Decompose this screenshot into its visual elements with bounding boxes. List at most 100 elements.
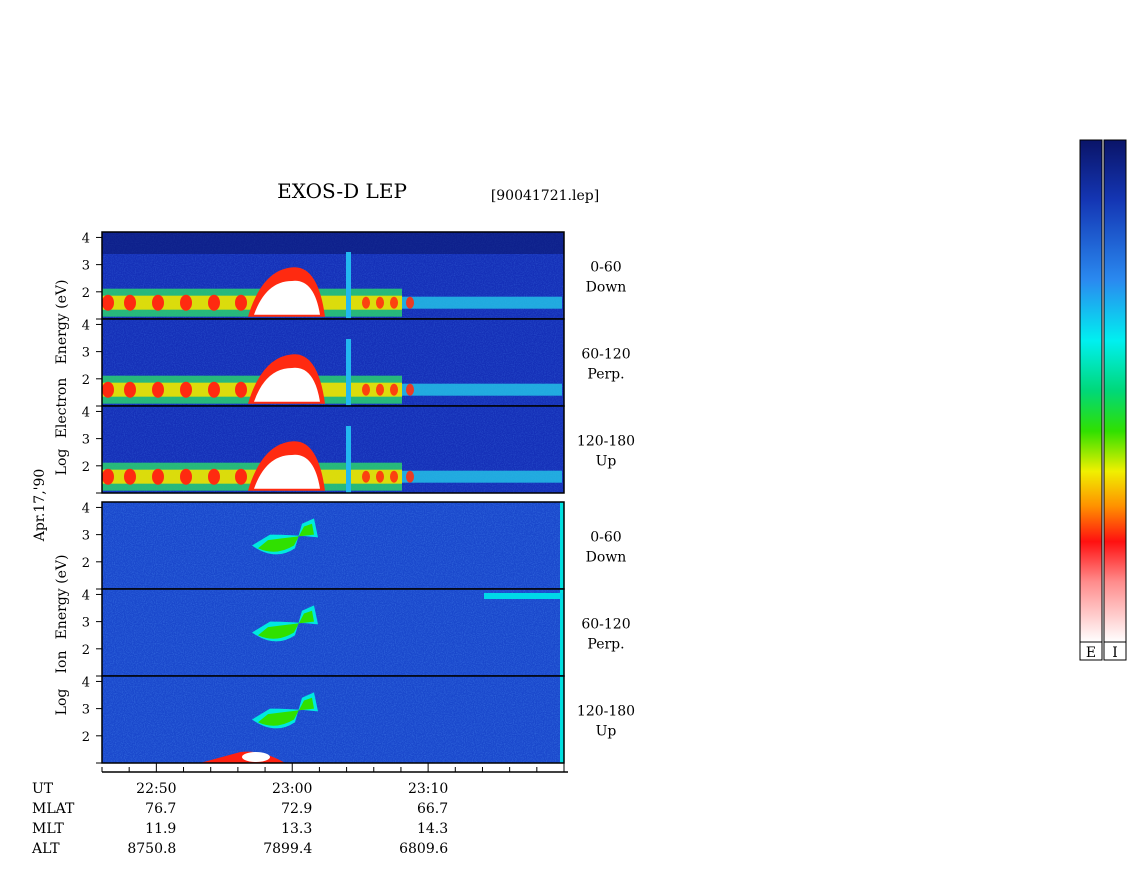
y-tick-label: 3 [82, 703, 90, 718]
electron-panel-3: 4 3 2 120-180 Up [82, 405, 635, 494]
colorbar-label-box [1103, 641, 1127, 661]
electron-pulse-5 [208, 294, 220, 311]
electron-pulse-4 [180, 294, 192, 311]
ion-low-energy-core [242, 752, 270, 762]
electron-pulse-2 [124, 294, 136, 311]
colorbar-label: E [1086, 645, 1096, 661]
ephemeris-value: 13.3 [281, 821, 312, 837]
electron-pulse-4 [180, 468, 192, 485]
spectrogram-panels: 4 3 2 0-60 Down 4 3 2 60-120 Perp. 4 3 2 120-180 Up 4 3 2… [82, 231, 635, 764]
electron-core-band [102, 469, 402, 484]
electron-pulse-6 [235, 381, 247, 398]
colorbar-label: I [1112, 645, 1118, 661]
electron-post-pulse-2 [376, 383, 384, 396]
electron-spike [346, 339, 351, 406]
colorbar-e [1079, 139, 1103, 643]
electron-pulse-3 [152, 468, 164, 485]
y-tick-label: 2 [82, 643, 90, 658]
electron-post-pulse-3 [390, 296, 398, 309]
electron-pulse-5 [208, 468, 220, 485]
electron-ylabel: Log Electron Energy (eV) [54, 280, 70, 476]
ion-dispersion-core [258, 523, 314, 552]
panel-frame [101, 405, 565, 494]
ion-ylabel-energy: Energy (eV) [54, 555, 70, 640]
chart-title: EXOS-D LEP [277, 179, 407, 203]
electron-ylabel-species: Electron [54, 378, 70, 439]
ion-dispersion-core [258, 697, 314, 726]
y-tick-label: 3 [82, 346, 90, 361]
ephemeris-value: 66.7 [417, 801, 448, 817]
colorbar-label-box [1079, 641, 1103, 661]
electron-post-pulse-1 [362, 383, 370, 396]
electron-post-pulse-4 [406, 383, 414, 396]
electron-tail-band [402, 383, 562, 396]
electron-burst-core [254, 280, 320, 315]
ephemeris-value: 23:00 [272, 781, 312, 797]
electron-pulse-1 [102, 294, 114, 311]
electron-pulse-1 [102, 468, 114, 485]
pitch-angle-label: 0-60 [590, 530, 621, 546]
ephemeris-value: 6809.6 [399, 841, 448, 857]
pitch-angle-label: 60-120 [581, 347, 630, 363]
y-tick-label: 4 [82, 675, 90, 690]
electron-pulse-6 [235, 468, 247, 485]
y-tick-label: 3 [82, 529, 90, 544]
electron-ylabel-energy: Energy (eV) [54, 280, 70, 365]
y-tick-label: 3 [82, 433, 90, 448]
y-tick-label: 4 [82, 231, 90, 246]
ephemeris-value: 72.9 [281, 801, 312, 817]
y-tick-label: 2 [82, 730, 90, 745]
ephemeris-row-label: ALT [31, 841, 60, 857]
electron-tail-band [402, 296, 562, 309]
file-label: [90041721.lep] [491, 188, 599, 204]
ephemeris-value: 22:50 [136, 781, 176, 797]
electron-pulse-2 [124, 468, 136, 485]
ion-edge-band [560, 589, 564, 676]
electron-core-band [102, 382, 402, 397]
electron-pulse-3 [152, 294, 164, 311]
electron-post-pulse-4 [406, 470, 414, 483]
pitch-angle-label: 120-180 [577, 434, 635, 450]
electron-post-pulse-1 [362, 470, 370, 483]
y-tick-label: 2 [82, 286, 90, 301]
time-axis [101, 763, 568, 773]
ephemeris-row-label: UT [32, 781, 54, 797]
electron-tail-band [402, 470, 562, 483]
direction-label: Up [596, 454, 617, 470]
electron-pulse-3 [152, 381, 164, 398]
direction-label: Perp. [587, 637, 624, 653]
y-tick-label: 3 [82, 616, 90, 631]
electron-post-pulse-4 [406, 296, 414, 309]
y-tick-label: 4 [82, 501, 90, 516]
electron-spike [346, 426, 351, 493]
ephemeris-value: 8750.8 [127, 841, 176, 857]
direction-label: Up [596, 724, 617, 740]
panel-noise [102, 502, 564, 589]
direction-label: Perp. [587, 367, 624, 383]
electron-post-pulse-3 [390, 383, 398, 396]
ion-ylabel-species: Ion [54, 651, 70, 674]
ephemeris-value: 14.3 [417, 821, 448, 837]
electron-pulse-6 [235, 294, 247, 311]
ephemeris-value: 11.9 [145, 821, 176, 837]
direction-label: Down [586, 550, 627, 566]
date-label: Apr.17,'90 [32, 469, 48, 543]
electron-panel-2: 4 3 2 60-120 Perp. [82, 318, 631, 407]
y-tick-label: 3 [82, 259, 90, 274]
ion-dispersion-core [258, 610, 314, 639]
ephemeris-row-label: MLAT [32, 801, 75, 817]
ion-panel-2: 4 3 2 60-120 Perp. [82, 588, 631, 677]
ephemeris-value: 76.7 [145, 801, 176, 817]
electron-pulse-1 [102, 381, 114, 398]
ion-panel-3: 4 3 2 120-180 Up [82, 675, 635, 764]
electron-post-pulse-2 [376, 470, 384, 483]
electron-pulse-4 [180, 381, 192, 398]
electron-pulse-5 [208, 381, 220, 398]
y-tick-label: 4 [82, 588, 90, 603]
electron-spike [346, 252, 351, 319]
electron-ylabel-log: Log [54, 449, 70, 476]
panel-noise [102, 676, 564, 763]
pitch-angle-label: 60-120 [581, 617, 630, 633]
ephemeris-table: UT MLAT MLT ALT 22:50 76.7 11.9 8750.8 23:00 72.9… [31, 781, 448, 857]
